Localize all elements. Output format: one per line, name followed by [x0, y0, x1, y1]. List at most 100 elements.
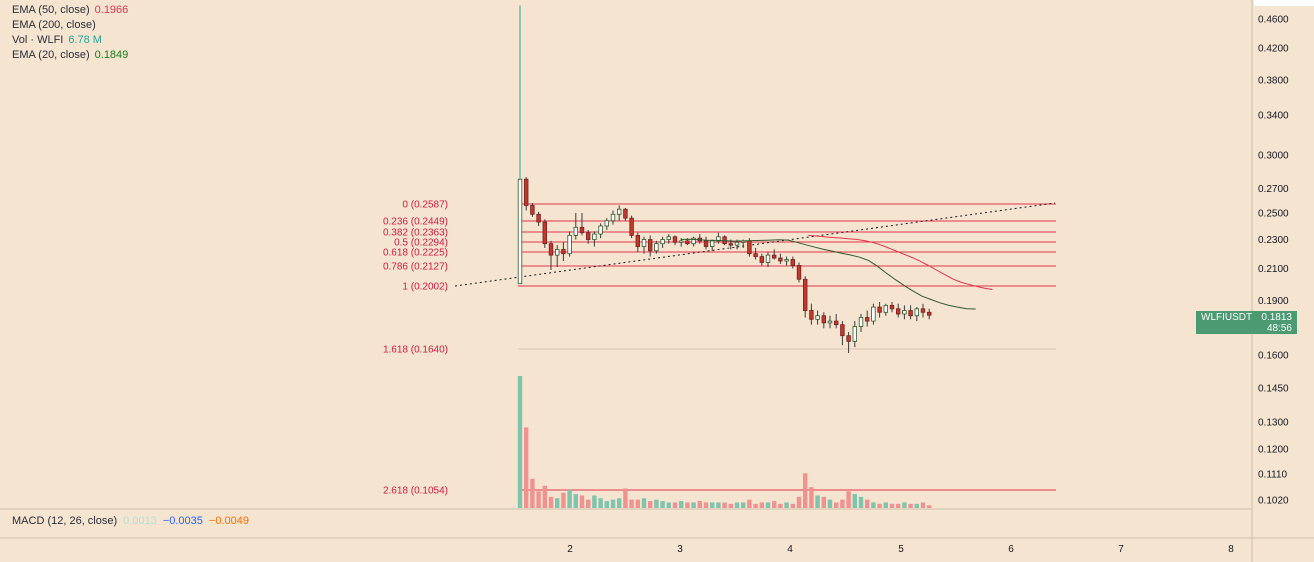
candle-body — [846, 335, 851, 342]
volume-bar — [883, 502, 888, 508]
price-tick-label: 0.2700 — [1258, 184, 1289, 195]
candle-body — [796, 265, 802, 280]
volume-bar — [871, 502, 876, 508]
candle-body — [778, 257, 783, 262]
candle-body — [604, 220, 609, 227]
volume-bar — [790, 503, 795, 508]
price-tick-label: 0.1300 — [1258, 418, 1289, 429]
candle-body — [548, 243, 554, 256]
candle-body — [889, 304, 895, 310]
volume-bar — [691, 502, 696, 508]
volume-bar — [697, 501, 702, 508]
candle-body — [573, 226, 578, 236]
candle-body — [561, 248, 566, 255]
fib-level-label: 1.618 (0.1640) — [383, 345, 448, 356]
candle-body — [629, 217, 634, 236]
volume-bar — [660, 501, 665, 508]
candle-body — [747, 240, 752, 255]
fib-level-label: 0.382 (0.2363) — [383, 228, 448, 239]
candle-body — [803, 278, 808, 311]
candle-body — [784, 259, 789, 262]
volume-bar — [840, 499, 845, 508]
price-tick-label: 0.1450 — [1258, 384, 1289, 395]
legend-volume-value: 6.78 M — [68, 34, 102, 46]
volume-bar — [666, 502, 671, 508]
price-tick-label: 0.3400 — [1258, 111, 1289, 122]
volume-bar — [555, 498, 560, 508]
volume-bar — [759, 502, 764, 508]
volume-bar — [778, 503, 783, 508]
price-tick-label: 0.1110 — [1258, 470, 1288, 481]
candle-body — [579, 226, 585, 234]
volume-bar — [517, 376, 523, 508]
volume-bar — [809, 487, 814, 508]
volume-bar — [908, 503, 913, 508]
price-tick-label: 0.4200 — [1258, 43, 1289, 54]
candle-body — [840, 324, 845, 337]
volume-bar — [803, 473, 808, 508]
volume-bar — [679, 501, 684, 508]
fib-level-label: 2.618 (0.1054) — [383, 486, 448, 497]
volume-bar — [834, 502, 839, 508]
macd-legend[interactable]: MACD (12, 26, close) 0.0013 −0.0035 −0.0049 — [12, 515, 249, 527]
volume-bar — [846, 491, 851, 508]
price-tick-label: 0.1020 — [1258, 496, 1289, 507]
candle-body — [530, 205, 535, 215]
candle-body — [660, 239, 665, 245]
fib-retracement[interactable]: 0 (0.2587)0.236 (0.2449)0.382 (0.2363)0.… — [383, 200, 1056, 497]
volume-bar — [896, 503, 901, 508]
volume-bar — [747, 499, 752, 508]
volume-bar — [716, 502, 721, 508]
legend-volume[interactable]: Vol · WLFI 6.78 M — [12, 33, 128, 48]
macd-signal-value: −0.0049 — [208, 515, 249, 527]
macd-line-value: −0.0035 — [162, 515, 203, 527]
price-tick-label: 0.1600 — [1258, 351, 1289, 362]
candle-body — [586, 232, 591, 240]
volume-bar — [741, 502, 746, 508]
macd-label: MACD (12, 26, close) — [12, 515, 118, 527]
candle-body — [877, 306, 882, 313]
legend-ema50[interactable]: EMA (50, close) 0.1966 — [12, 3, 128, 18]
time-tick-label: 6 — [1008, 544, 1014, 555]
candle-body — [679, 240, 684, 243]
legend-ema20[interactable]: EMA (20, close) 0.1849 — [12, 48, 128, 63]
candle-body — [772, 254, 777, 259]
volume-bar — [902, 502, 907, 508]
badge-countdown: 48:56 — [1266, 323, 1292, 334]
fib-level-label: 1 (0.2002) — [402, 282, 448, 293]
candle-body — [641, 239, 647, 247]
candle-body — [790, 259, 795, 266]
price-tick-label: 0.3000 — [1258, 150, 1289, 161]
volume-bar — [722, 502, 727, 508]
volume-bar — [765, 502, 771, 508]
price-tick-label: 0.1200 — [1258, 445, 1289, 456]
price-tick-label: 0.3800 — [1258, 75, 1289, 86]
candle-body — [815, 315, 820, 320]
fib-level-label: 0.5 (0.2294) — [394, 238, 448, 249]
time-tick-label: 4 — [787, 544, 793, 555]
price-axis-header — [1254, 0, 1314, 6]
trend-line[interactable] — [454, 202, 1056, 287]
volume-bar — [914, 503, 919, 508]
candle-body — [654, 243, 659, 252]
volume-bar — [598, 498, 603, 508]
candle-body — [908, 310, 913, 317]
legend-ema200[interactable]: EMA (200, close) — [12, 18, 128, 33]
price-axis[interactable]: 0.4600 0.4200 0.3800 0.3400 0.3000 0.2700 0.25… — [1258, 15, 1289, 507]
candle-body — [672, 236, 678, 243]
candle-body — [710, 240, 715, 247]
volume-bar — [561, 492, 566, 508]
candle-body — [542, 221, 547, 245]
legend-ema20-label: EMA (20, close) — [12, 49, 90, 61]
volume-bar — [592, 495, 597, 508]
candle-body — [691, 237, 696, 245]
candle-body — [920, 308, 926, 313]
legend-volume-label: Vol · WLFI — [12, 34, 64, 46]
candle-body — [598, 225, 603, 235]
candle-body — [809, 310, 814, 320]
time-axis[interactable]: 2 3 4 5 6 7 8 — [567, 544, 1234, 555]
legend-ema50-label: EMA (50, close) — [12, 4, 90, 16]
volume-bars — [517, 376, 932, 508]
